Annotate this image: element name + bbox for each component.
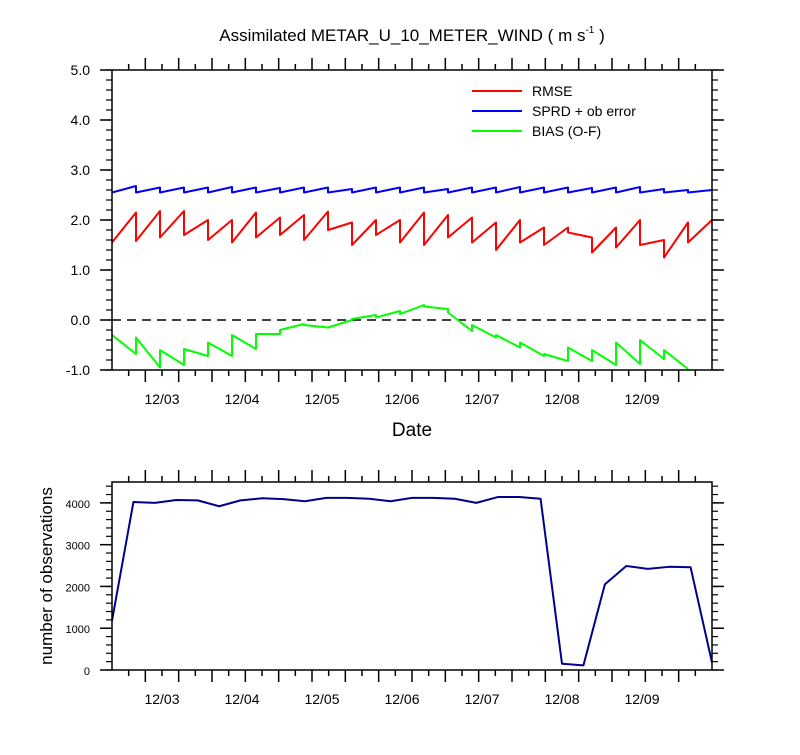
y-tick-label: 4000 (66, 499, 90, 511)
y-tick-label: 0 (84, 666, 90, 678)
x-tick-label: 12/08 (544, 691, 579, 707)
legend: RMSE SPRD + ob error BIAS (O-F) (472, 83, 636, 139)
x-tick-label: 12/07 (464, 391, 499, 407)
y-tick-label: 4.0 (71, 112, 91, 128)
x-tick-label: 12/04 (224, 391, 259, 407)
x-tick-label: 12/06 (384, 691, 419, 707)
x-tick-label: 12/05 (304, 391, 339, 407)
legend-label: BIAS (O-F) (532, 123, 601, 139)
y-tick-label: 0.0 (71, 312, 91, 328)
x-tick-label: 12/03 (144, 391, 179, 407)
y-tick-label: 2000 (66, 582, 90, 594)
y-tick-label: 2.0 (71, 212, 91, 228)
chart-title-superscript: -1 (585, 25, 594, 36)
series-line-bias-o-f (111, 304, 689, 370)
x-tick-label: 12/03 (144, 691, 179, 707)
chart-title-suffix: ) (594, 26, 604, 45)
x-tick-label: 12/04 (224, 691, 259, 707)
y-tick-label: 3.0 (71, 162, 91, 178)
y-tick-label: -1.0 (66, 362, 90, 378)
y-tick-label: 1.0 (71, 262, 91, 278)
x-tick-label: 12/09 (624, 691, 659, 707)
y-tick-label: 5.0 (71, 62, 91, 78)
y-tick-label: 1000 (66, 624, 90, 636)
chart-title-text: Assimilated METAR_U_10_METER_WIND ( m s (219, 26, 585, 45)
x-tick-label: 12/08 (544, 391, 579, 407)
x-tick-label: 12/09 (624, 391, 659, 407)
y-axis-label: number of observations (37, 487, 56, 665)
bottom-plot-frame (111, 481, 713, 671)
x-tick-label: 12/06 (384, 391, 419, 407)
chart-title: Assimilated METAR_U_10_METER_WIND ( m s-… (219, 25, 605, 45)
series-line-number-of-observations (111, 496, 713, 667)
x-tick-label: 12/07 (464, 691, 499, 707)
series-line-rmse (111, 210, 713, 259)
legend-label: SPRD + ob error (532, 103, 636, 119)
legend-label: RMSE (532, 83, 572, 99)
x-axis-label: Date (392, 420, 432, 441)
y-tick-label: 3000 (66, 541, 90, 553)
x-tick-label: 12/05 (304, 691, 339, 707)
series-line-sprd-ob-error (111, 185, 713, 194)
bottom-panel: 12/03 12/04 12/05 12/06 12/07 12/08 12/09 4000 3… (37, 470, 724, 707)
top-panel: Assimilated METAR_U_10_METER_WIND ( m s-… (66, 25, 724, 441)
